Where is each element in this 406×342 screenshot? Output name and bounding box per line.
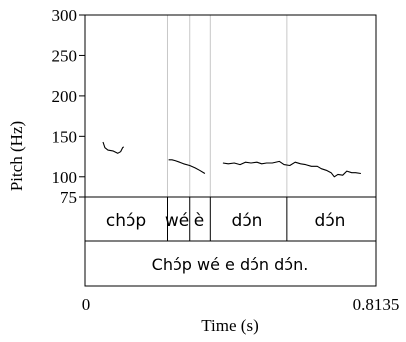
pitch-segment — [168, 159, 206, 174]
sentence-tier-frame — [84, 240, 377, 287]
y-tick-label: 200 — [52, 87, 78, 106]
y-tick-label: 250 — [52, 46, 78, 65]
pitch-segment — [102, 141, 125, 154]
pitch-contour — [102, 141, 361, 178]
word-separators — [166, 197, 288, 241]
pitch-segment — [222, 160, 361, 178]
word-label: dɔ́n — [315, 211, 346, 231]
word-label: è — [194, 211, 204, 231]
x-tick-label-end: 0.8135 — [353, 295, 400, 314]
pitch-plot-frame — [84, 14, 377, 198]
sentence-label: Chɔ́p wé e dɔ́n dɔ́n. — [152, 255, 309, 274]
word-tier-labels: chɔ́p wé è dɔ́n dɔ́n — [106, 211, 346, 231]
word-label: chɔ́p — [106, 211, 146, 231]
y-tick-label: 75 — [60, 188, 77, 207]
y-tick-label: 150 — [52, 127, 78, 146]
word-boundary-lines — [166, 15, 288, 197]
y-tick-label: 100 — [52, 168, 78, 187]
word-label: dɔ́n — [232, 211, 263, 231]
x-tick-label-start: 0 — [82, 295, 91, 314]
y-tick-label: 300 — [52, 6, 78, 25]
y-tick-marks — [79, 14, 85, 198]
y-axis-label: Pitch (Hz) — [7, 121, 26, 191]
word-label: wé — [165, 211, 189, 231]
x-axis-label: Time (s) — [201, 316, 258, 335]
